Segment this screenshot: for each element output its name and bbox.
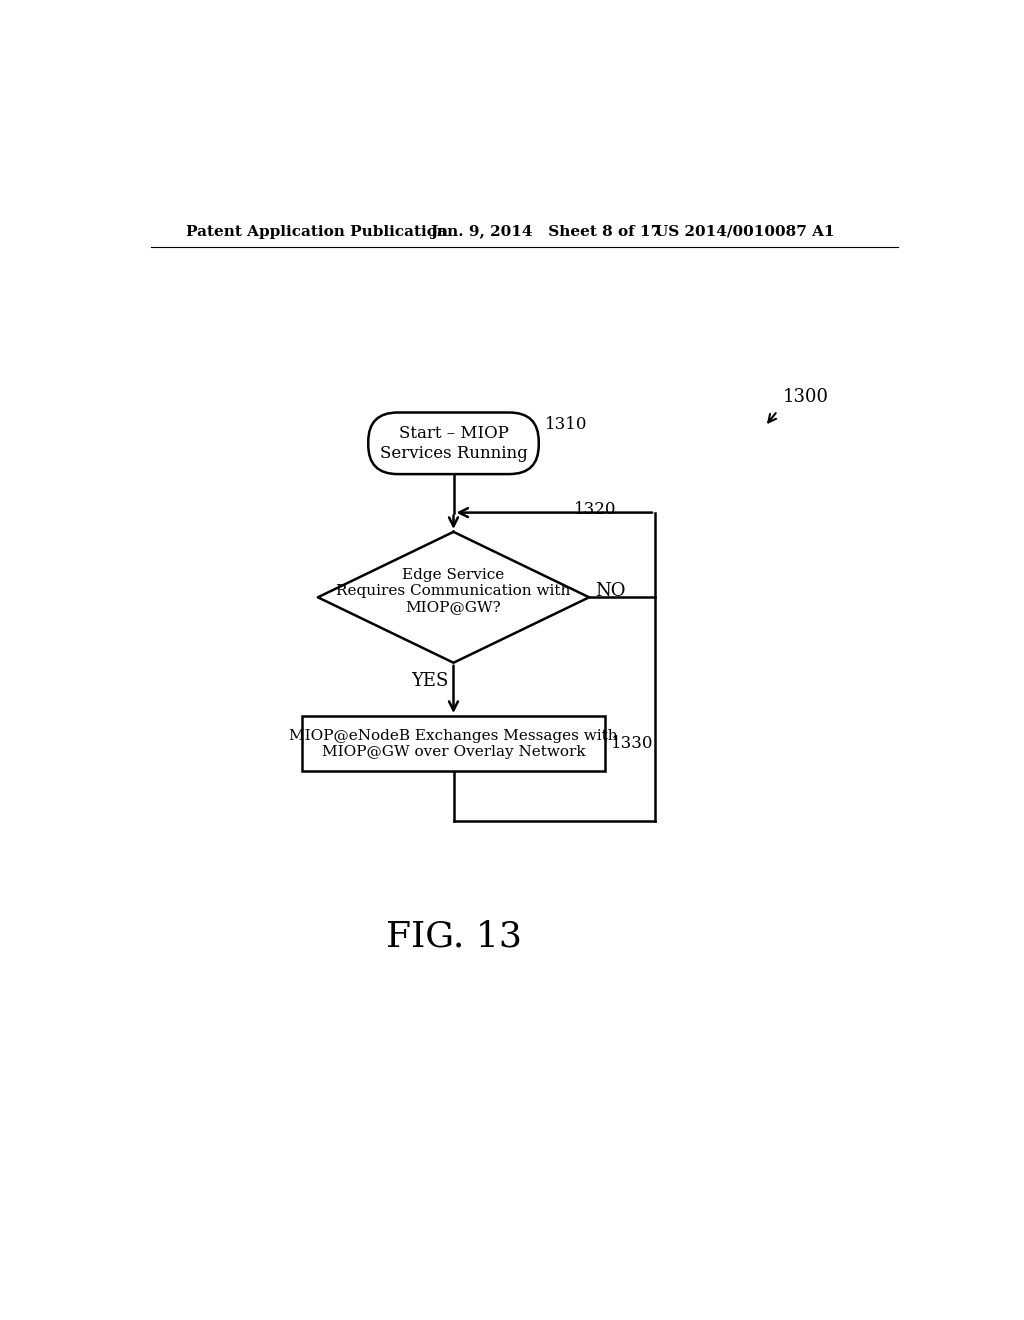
Text: YES: YES xyxy=(411,672,449,690)
Text: 1320: 1320 xyxy=(573,502,616,517)
FancyBboxPatch shape xyxy=(302,715,604,771)
Text: Patent Application Publication: Patent Application Publication xyxy=(186,224,449,239)
Text: Jan. 9, 2014   Sheet 8 of 17: Jan. 9, 2014 Sheet 8 of 17 xyxy=(430,224,662,239)
Text: Start – MIOP
Services Running: Start – MIOP Services Running xyxy=(380,425,527,462)
Text: MIOP@eNodeB Exchanges Messages with
MIOP@GW over Overlay Network: MIOP@eNodeB Exchanges Messages with MIOP… xyxy=(289,729,617,759)
Polygon shape xyxy=(317,532,589,663)
Text: 1300: 1300 xyxy=(783,388,828,407)
FancyBboxPatch shape xyxy=(369,412,539,474)
Text: US 2014/0010087 A1: US 2014/0010087 A1 xyxy=(655,224,835,239)
Text: FIG. 13: FIG. 13 xyxy=(385,919,521,953)
Text: 1330: 1330 xyxy=(611,735,653,752)
Text: NO: NO xyxy=(595,582,626,601)
Text: Edge Service
Requires Communication with
MIOP@GW?: Edge Service Requires Communication with… xyxy=(336,568,570,614)
Text: 1310: 1310 xyxy=(545,416,588,433)
